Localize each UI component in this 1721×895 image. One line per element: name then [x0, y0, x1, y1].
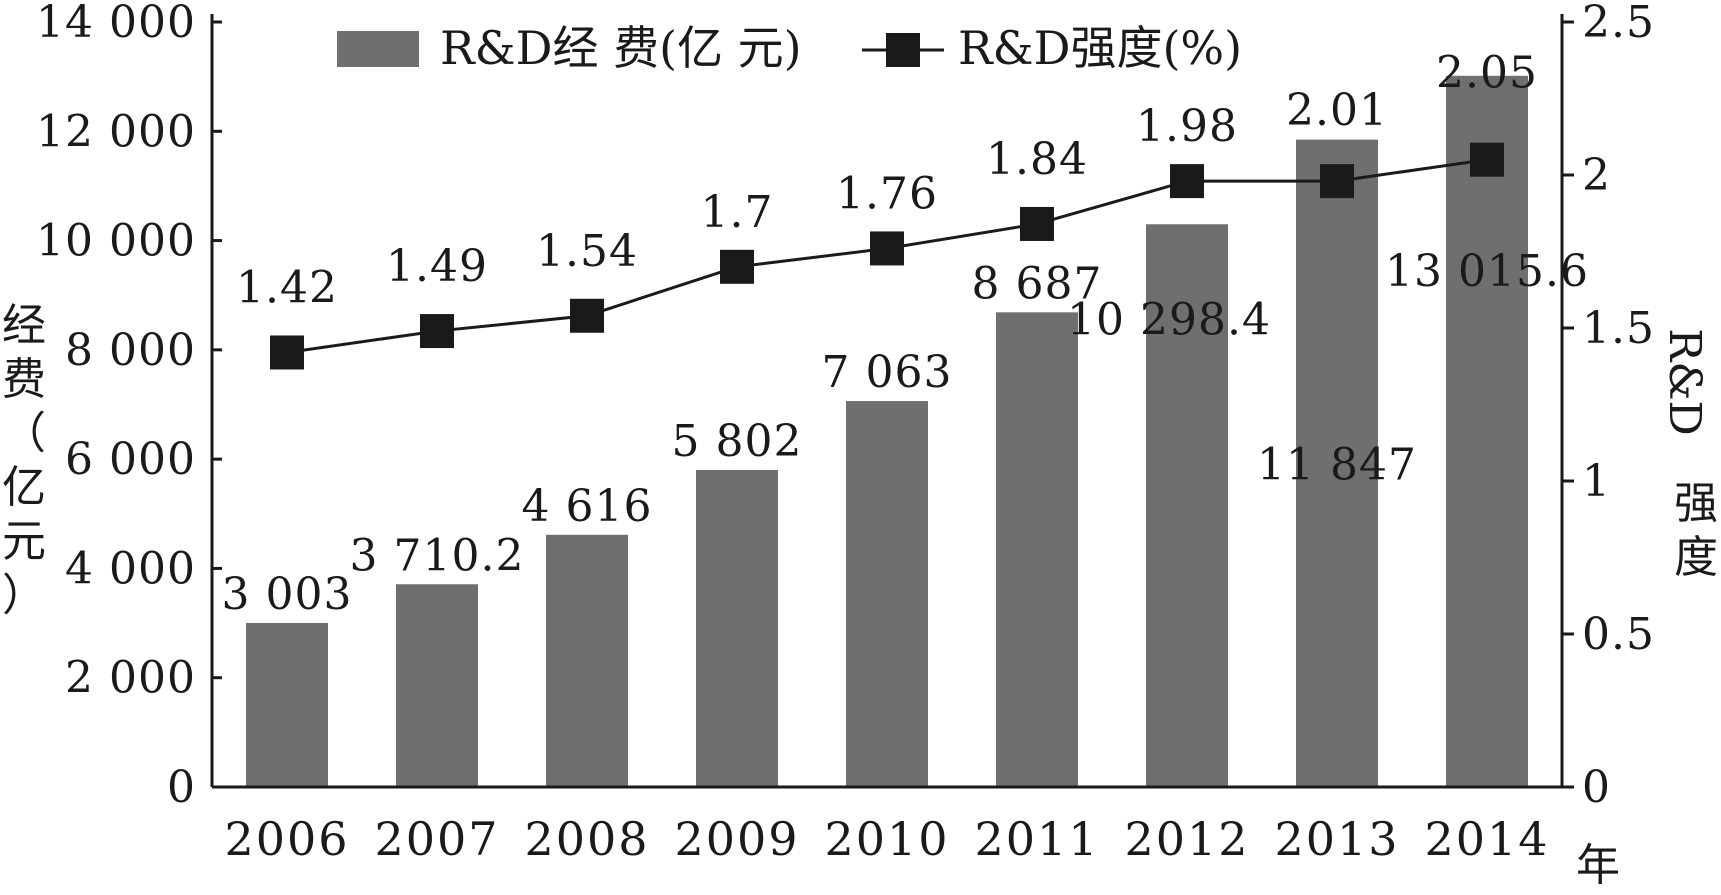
y-left-tick-label: 8 000	[65, 325, 196, 376]
x-axis-title: 年	[1576, 840, 1620, 890]
bar-2006	[246, 622, 328, 787]
x-tick-label-2011: 2011	[974, 812, 1099, 866]
legend: R&D经 费(亿 元) R&D强度(%)	[337, 21, 1242, 75]
x-tick-label-2007: 2007	[374, 812, 499, 866]
y-left-tick-label: 12 000	[36, 106, 196, 157]
bar-value-label-2014: 13 015.6	[1385, 246, 1589, 297]
bar-value-label-2012: 10 298.4	[1067, 294, 1271, 345]
bar-2007	[396, 584, 478, 787]
bars-layer	[246, 75, 1528, 788]
x-tick-label-2013: 2013	[1274, 812, 1399, 866]
bar-2013	[1296, 139, 1378, 788]
legend-label-line: R&D强度(%)	[958, 21, 1242, 75]
y-left-title-char: 元	[2, 516, 46, 567]
bar-2010	[846, 401, 928, 787]
axis-titles: 经费（亿元） R&D 强度年	[2, 300, 1718, 891]
bar-2014	[1446, 75, 1528, 788]
intensity-value-label-2007: 1.49	[386, 241, 488, 292]
x-tick-label-2006: 2006	[224, 812, 349, 866]
bar-value-label-2013: 11 847	[1257, 440, 1417, 491]
intensity-value-label-2013: 2.01	[1286, 85, 1388, 136]
x-tick-label-2014: 2014	[1424, 812, 1549, 866]
y-left-tick-label: 0	[167, 762, 196, 813]
intensity-value-label-2011: 1.84	[986, 134, 1088, 185]
y-left-tick-label: 4 000	[65, 543, 196, 594]
intensity-marker-2012	[1170, 164, 1204, 199]
y-right-tick-label: 2	[1582, 150, 1611, 201]
intensity-value-label-2010: 1.76	[836, 168, 938, 219]
y-right-tick-label: 0	[1582, 762, 1611, 813]
intensity-marker-2009	[720, 249, 754, 284]
y-left-tick-label: 14 000	[36, 0, 196, 48]
y-left-tick-label: 6 000	[65, 434, 196, 485]
bar-value-label-2011: 8 687	[972, 258, 1103, 309]
y-left-title-char: ）	[2, 570, 46, 621]
intensity-marker-2011	[1020, 206, 1054, 241]
line-layer	[270, 142, 1504, 370]
legend-label-bar: R&D经 费(亿 元)	[440, 21, 802, 75]
y-left-tick-label: 2 000	[65, 653, 196, 704]
intensity-marker-2008	[570, 298, 604, 333]
y-right-tick-label: 1.5	[1582, 303, 1655, 354]
axes-layer: 0 2 000 4 000 6 000 8 000 10 000 12 000 14 000 0…	[36, 0, 1655, 866]
x-tick-label-2009: 2009	[674, 812, 799, 866]
intensity-marker-2013	[1320, 164, 1354, 199]
y-right-title-char: 度	[1674, 532, 1718, 583]
y-left-title-char: 经	[2, 300, 46, 351]
x-tick-label-2008: 2008	[524, 812, 649, 866]
legend-swatch-marker	[886, 33, 920, 67]
intensity-marker-2006	[270, 335, 304, 370]
intensity-value-label-2009: 1.7	[701, 187, 774, 238]
bar-value-label-2010: 7 063	[822, 347, 953, 398]
bar-2009	[696, 469, 778, 787]
bar-value-label-2007: 3 710.2	[350, 530, 525, 581]
y-right-tick-label: 1	[1582, 456, 1611, 507]
y-left-title-char: 费	[2, 354, 46, 405]
y-right-tick-label: 2.5	[1582, 0, 1655, 48]
intensity-value-label-2008: 1.54	[536, 226, 638, 277]
intensity-marker-2010	[870, 231, 904, 266]
intensity-value-label-2012: 1.98	[1136, 101, 1238, 152]
y-left-title-char: 亿	[2, 462, 46, 513]
y-right-tick-label: 0.5	[1582, 609, 1655, 660]
bar-2011	[996, 312, 1078, 787]
y-left-tick-label: 10 000	[36, 216, 196, 267]
x-tick-label-2012: 2012	[1124, 812, 1249, 866]
y-left-title-char: （	[2, 408, 46, 459]
intensity-marker-2007	[420, 314, 454, 349]
y-right-title-char: 强	[1674, 478, 1718, 529]
y-right-title-latin: R&D	[1659, 328, 1710, 436]
legend-swatch-bar	[337, 31, 419, 67]
intensity-value-label-2006: 1.42	[236, 262, 338, 313]
intensity-marker-2014	[1470, 142, 1504, 177]
x-tick-label-2010: 2010	[824, 812, 949, 866]
bar-2012	[1146, 224, 1228, 788]
bar-value-label-2008: 4 616	[522, 481, 653, 532]
intensity-value-label-2014: 2.05	[1436, 48, 1538, 99]
bar-value-label-2009: 5 802	[672, 416, 803, 467]
bar-value-label-2006: 3 003	[222, 569, 353, 620]
bar-2008	[546, 534, 628, 787]
